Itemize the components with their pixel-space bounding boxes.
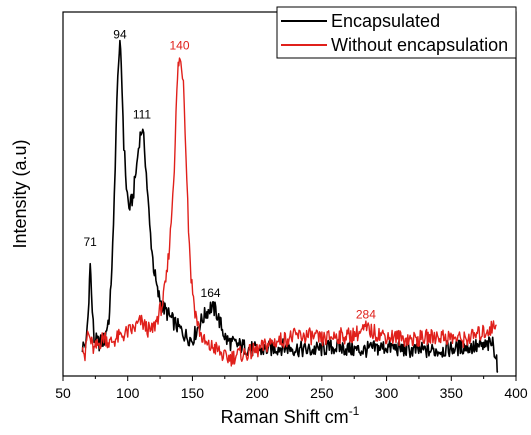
x-tick-label: 100 xyxy=(116,385,140,401)
peak-annotations: 71 94 111 140 164 284 xyxy=(84,27,377,321)
x-axis-label-superscript: -1 xyxy=(349,404,360,418)
x-axis-label: Raman Shift cm-1 xyxy=(221,404,360,427)
x-tick-label: 400 xyxy=(504,385,528,401)
series-line-encapsulated xyxy=(81,39,499,374)
x-tick-label: 200 xyxy=(245,385,269,401)
series-line-without-encapsulation xyxy=(81,57,497,367)
x-tick-label: 50 xyxy=(55,385,71,401)
x-tick-label: 300 xyxy=(375,385,399,401)
legend: Encapsulated Without encapsulation xyxy=(276,6,517,59)
x-axis-ticks: 50 100 150 200 250 300 350 400 xyxy=(55,376,528,401)
legend-box xyxy=(276,6,517,59)
peak-label: 71 xyxy=(84,235,98,249)
x-tick-label: 150 xyxy=(181,385,205,401)
series-layer xyxy=(81,39,499,374)
x-axis-label-text: Raman Shift cm xyxy=(221,407,349,427)
x-tick-label: 350 xyxy=(440,385,464,401)
legend-label-encapsulated: Encapsulated xyxy=(331,11,440,31)
peak-label: 140 xyxy=(169,38,189,52)
legend-label-without-encapsulation: Without encapsulation xyxy=(331,35,508,55)
peak-label: 111 xyxy=(133,107,152,121)
peak-label: 94 xyxy=(113,27,127,41)
y-axis-label: Intensity (a.u) xyxy=(10,139,30,248)
peak-label: 284 xyxy=(356,308,376,322)
x-tick-label: 250 xyxy=(310,385,334,401)
peak-label: 164 xyxy=(201,286,221,300)
